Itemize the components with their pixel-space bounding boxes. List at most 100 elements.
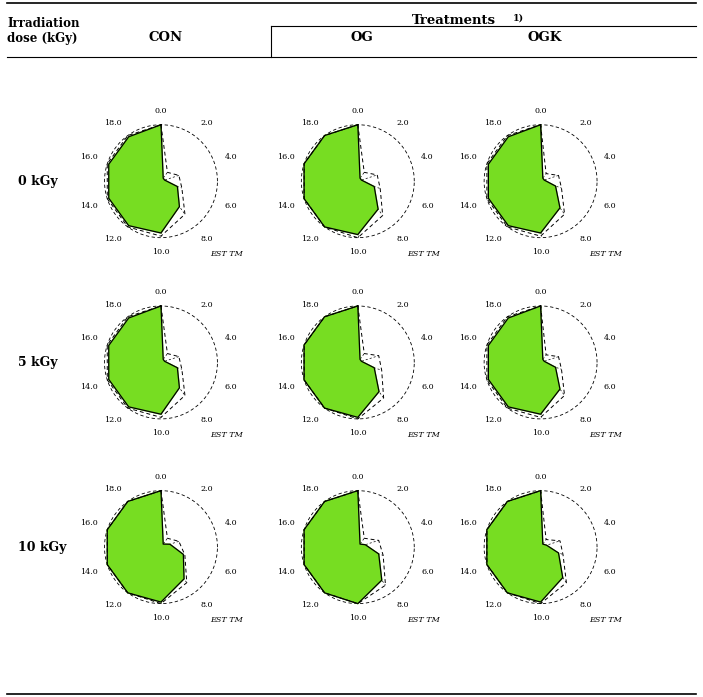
Text: EST TM: EST TM (407, 431, 439, 439)
Text: 8.0: 8.0 (397, 235, 409, 243)
Text: EST TM: EST TM (590, 616, 622, 624)
Text: 16.0: 16.0 (80, 519, 98, 526)
Text: 14.0: 14.0 (277, 202, 295, 210)
Text: 18.0: 18.0 (301, 300, 318, 309)
Text: 6.0: 6.0 (224, 202, 237, 210)
Text: Treatments: Treatments (411, 14, 496, 27)
Text: 14.0: 14.0 (80, 202, 98, 210)
Polygon shape (304, 491, 382, 604)
Text: 14.0: 14.0 (277, 568, 295, 576)
Polygon shape (489, 125, 560, 233)
Text: 18.0: 18.0 (484, 485, 501, 493)
Text: 2.0: 2.0 (200, 300, 213, 309)
Text: EST TM: EST TM (407, 616, 439, 624)
Text: 2.0: 2.0 (580, 119, 593, 128)
Text: 0.0: 0.0 (352, 288, 364, 296)
Text: OGK: OGK (528, 31, 562, 45)
Text: 10.0: 10.0 (152, 614, 170, 622)
Text: 6.0: 6.0 (604, 568, 617, 576)
Text: 6.0: 6.0 (421, 568, 434, 576)
Text: 4.0: 4.0 (604, 334, 617, 342)
Polygon shape (304, 125, 378, 235)
Text: 8.0: 8.0 (200, 416, 212, 424)
Text: OG: OG (351, 31, 373, 45)
Text: 16.0: 16.0 (80, 334, 98, 342)
Text: 1): 1) (513, 14, 524, 23)
Text: 14.0: 14.0 (277, 383, 295, 391)
Text: 0.0: 0.0 (352, 473, 364, 480)
Polygon shape (487, 491, 562, 602)
Text: 0.0: 0.0 (534, 107, 547, 114)
Polygon shape (109, 125, 179, 233)
Text: 6.0: 6.0 (224, 383, 237, 391)
Text: 8.0: 8.0 (580, 235, 592, 243)
Polygon shape (489, 306, 560, 414)
Text: 10 kGy: 10 kGy (18, 541, 66, 553)
Text: 10.0: 10.0 (152, 248, 170, 256)
Text: 16.0: 16.0 (80, 153, 98, 160)
Text: 14.0: 14.0 (460, 202, 477, 210)
Text: 2.0: 2.0 (580, 300, 593, 309)
Text: 2.0: 2.0 (397, 119, 410, 128)
Text: 4.0: 4.0 (224, 334, 237, 342)
Text: CON: CON (148, 31, 182, 45)
Text: 0.0: 0.0 (534, 288, 547, 296)
Text: 4.0: 4.0 (604, 153, 617, 160)
Text: 12.0: 12.0 (301, 235, 318, 243)
Text: 16.0: 16.0 (277, 153, 295, 160)
Text: EST TM: EST TM (210, 431, 243, 439)
Text: 6.0: 6.0 (224, 568, 237, 576)
Text: 12.0: 12.0 (484, 416, 501, 424)
Text: 12.0: 12.0 (484, 235, 501, 243)
Text: 14.0: 14.0 (80, 383, 98, 391)
Text: 0.0: 0.0 (155, 288, 167, 296)
Text: 10.0: 10.0 (531, 614, 550, 622)
Text: 0 kGy: 0 kGy (18, 175, 57, 187)
Text: 4.0: 4.0 (421, 153, 434, 160)
Text: 4.0: 4.0 (421, 519, 434, 526)
Text: 4.0: 4.0 (224, 153, 237, 160)
Text: 10.0: 10.0 (152, 429, 170, 437)
Text: 12.0: 12.0 (104, 235, 122, 243)
Text: EST TM: EST TM (407, 250, 439, 258)
Text: 16.0: 16.0 (460, 334, 477, 342)
Text: 18.0: 18.0 (301, 119, 318, 128)
Text: 16.0: 16.0 (277, 334, 295, 342)
Text: 10.0: 10.0 (349, 614, 367, 622)
Text: 18.0: 18.0 (104, 119, 122, 128)
Text: 16.0: 16.0 (277, 519, 295, 526)
Polygon shape (109, 306, 179, 414)
Text: 18.0: 18.0 (104, 485, 122, 493)
Text: EST TM: EST TM (210, 616, 243, 624)
Text: 0.0: 0.0 (155, 473, 167, 480)
Text: 2.0: 2.0 (200, 119, 213, 128)
Text: 18.0: 18.0 (301, 485, 318, 493)
Text: 8.0: 8.0 (580, 416, 592, 424)
Text: 10.0: 10.0 (531, 429, 550, 437)
Text: 14.0: 14.0 (460, 568, 477, 576)
Polygon shape (304, 306, 379, 418)
Text: 2.0: 2.0 (580, 485, 593, 493)
Text: 10.0: 10.0 (349, 429, 367, 437)
Text: 12.0: 12.0 (104, 601, 122, 609)
Text: 0.0: 0.0 (534, 473, 547, 480)
Text: 5 kGy: 5 kGy (18, 356, 57, 369)
Text: 10.0: 10.0 (531, 248, 550, 256)
Text: 8.0: 8.0 (397, 601, 409, 609)
Text: 0.0: 0.0 (155, 107, 167, 114)
Text: EST TM: EST TM (210, 250, 243, 258)
Text: 16.0: 16.0 (460, 153, 477, 160)
Text: 12.0: 12.0 (104, 416, 122, 424)
Text: 6.0: 6.0 (421, 383, 434, 391)
Text: 10.0: 10.0 (349, 248, 367, 256)
Text: 4.0: 4.0 (224, 519, 237, 526)
Text: 8.0: 8.0 (580, 601, 592, 609)
Text: 6.0: 6.0 (604, 202, 617, 210)
Text: 2.0: 2.0 (200, 485, 213, 493)
Text: 8.0: 8.0 (200, 601, 212, 609)
Text: EST TM: EST TM (590, 250, 622, 258)
Text: 8.0: 8.0 (200, 235, 212, 243)
Text: Irradiation
dose (kGy): Irradiation dose (kGy) (7, 17, 79, 45)
Polygon shape (108, 491, 184, 602)
Text: 0.0: 0.0 (352, 107, 364, 114)
